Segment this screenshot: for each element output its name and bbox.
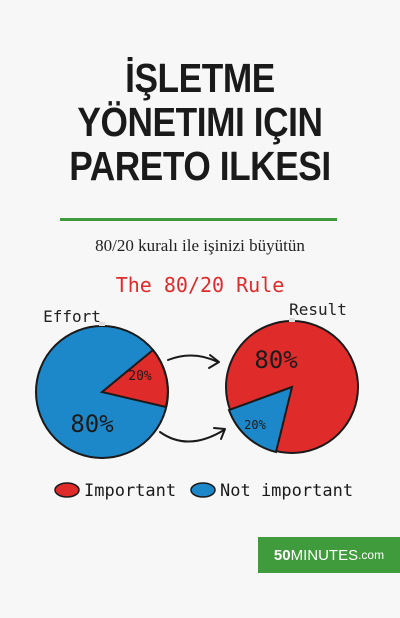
book-title: İŞLETME YÖNETIMI IÇIN PARETO ILKESI xyxy=(28,56,372,188)
effort-slice-important xyxy=(99,348,169,409)
publisher-name: MINUTES xyxy=(290,546,359,564)
effort-tick xyxy=(99,322,105,326)
title-line-1: İŞLETME xyxy=(125,55,275,101)
effort-label: Effort xyxy=(43,307,101,326)
publisher-logo: 50 MINUTES .com xyxy=(258,537,400,573)
illustration-heading: The 80/20 Rule xyxy=(116,273,285,297)
legend-important-label: Important xyxy=(84,481,176,501)
arrow-bottom-icon xyxy=(159,429,225,443)
result-tick xyxy=(289,318,295,322)
title-divider xyxy=(60,218,337,221)
effort-pie: 20% 80% xyxy=(35,322,169,459)
effort-small-label: 20% xyxy=(128,369,152,384)
legend-not-important-swatch xyxy=(190,482,216,498)
publisher-prefix: 50 xyxy=(273,546,291,564)
book-subtitle: 80/20 kuralı ile işinizi büyütün xyxy=(95,236,305,255)
result-small-label: 20% xyxy=(244,418,266,432)
legend: Important Not important xyxy=(54,481,353,501)
arrow-bottom-head-icon xyxy=(213,427,226,440)
result-big-label: 80% xyxy=(254,346,298,374)
arrow-top-head-icon xyxy=(208,354,220,369)
result-slice-not-important xyxy=(227,385,294,454)
legend-important-swatch xyxy=(54,482,80,498)
result-label: Result xyxy=(289,300,347,319)
result-pie: 80% 20% xyxy=(225,318,359,454)
title-line-3: PARETO ILKESI xyxy=(69,143,331,189)
pareto-illustration: The 80/20 Rule Effort Result 20% 80% 80%… xyxy=(35,273,359,501)
effort-big-label: 80% xyxy=(70,410,114,438)
title-line-2: YÖNETIMI IÇIN xyxy=(77,99,323,145)
legend-not-important-label: Not important xyxy=(220,481,353,501)
arrow-top-icon xyxy=(167,354,219,363)
publisher-suffix: .com xyxy=(358,548,385,562)
